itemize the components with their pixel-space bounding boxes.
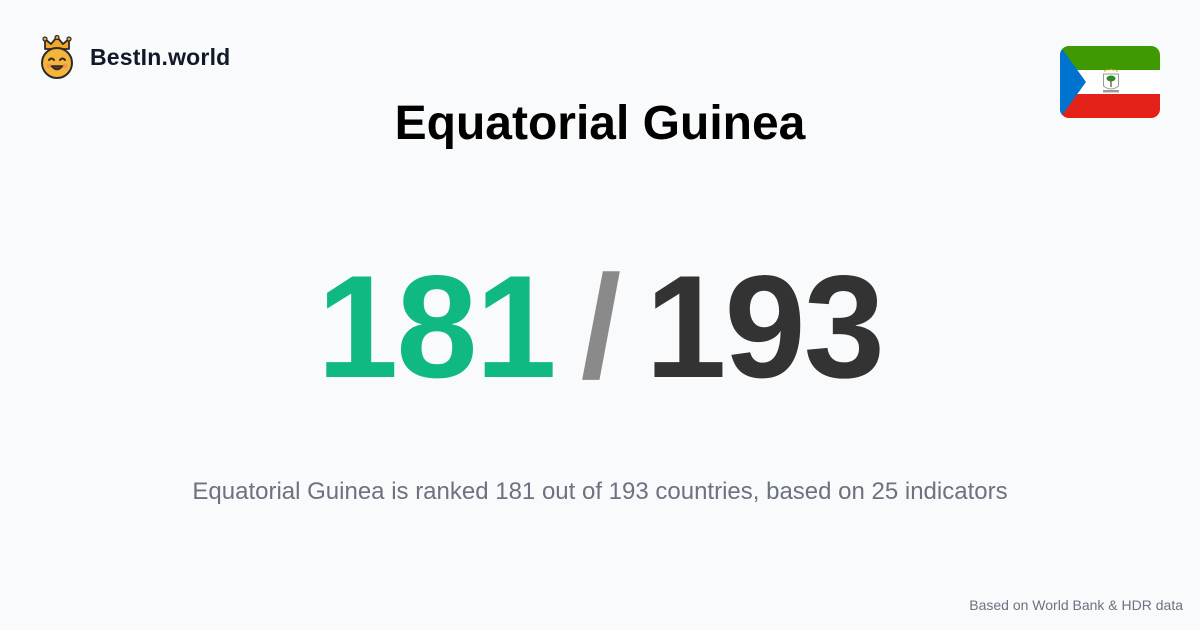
rank-separator: /: [580, 245, 622, 408]
country-title: Equatorial Guinea: [394, 97, 806, 150]
rank-value: 181: [317, 245, 557, 408]
rank-total: 193: [645, 245, 885, 408]
equatorial-guinea-flag-icon: [1060, 46, 1160, 118]
brand[interactable]: BestIn.world: [38, 34, 230, 80]
ranking-summary: Equatorial Guinea is ranked 181 out of 1…: [192, 478, 1008, 505]
data-source-note: Based on World Bank & HDR data: [969, 597, 1183, 613]
crowned-smiley-icon: [41, 35, 73, 79]
brand-name: BestIn.world: [90, 43, 231, 70]
rank-display: 181/193: [0, 252, 1200, 402]
